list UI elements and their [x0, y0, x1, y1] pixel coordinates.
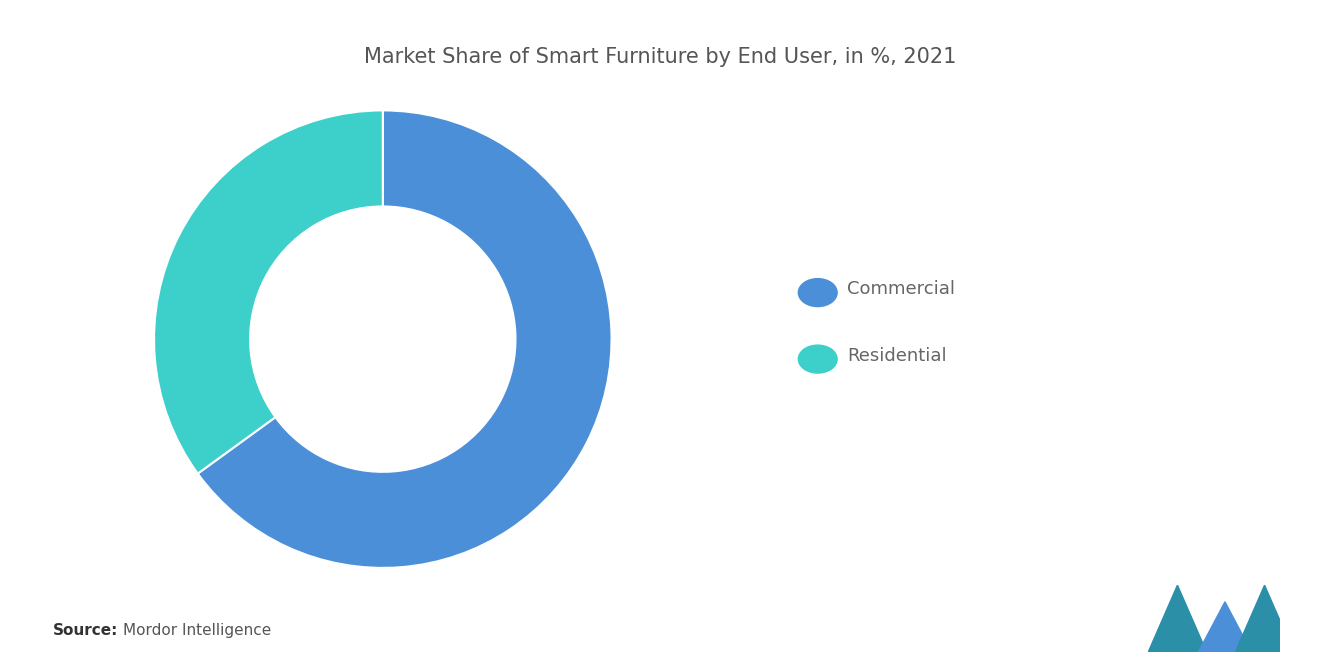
Text: Commercial: Commercial — [847, 280, 956, 299]
Circle shape — [799, 279, 837, 307]
Text: Market Share of Smart Furniture by End User, in %, 2021: Market Share of Smart Furniture by End U… — [364, 47, 956, 66]
Text: Residential: Residential — [847, 346, 946, 365]
Polygon shape — [1148, 585, 1206, 652]
Text: Source:: Source: — [53, 623, 119, 638]
Circle shape — [799, 345, 837, 373]
Wedge shape — [154, 110, 383, 473]
Text: Mordor Intelligence: Mordor Intelligence — [123, 623, 271, 638]
Polygon shape — [1236, 585, 1294, 652]
Wedge shape — [198, 110, 611, 568]
Polygon shape — [1199, 602, 1251, 652]
